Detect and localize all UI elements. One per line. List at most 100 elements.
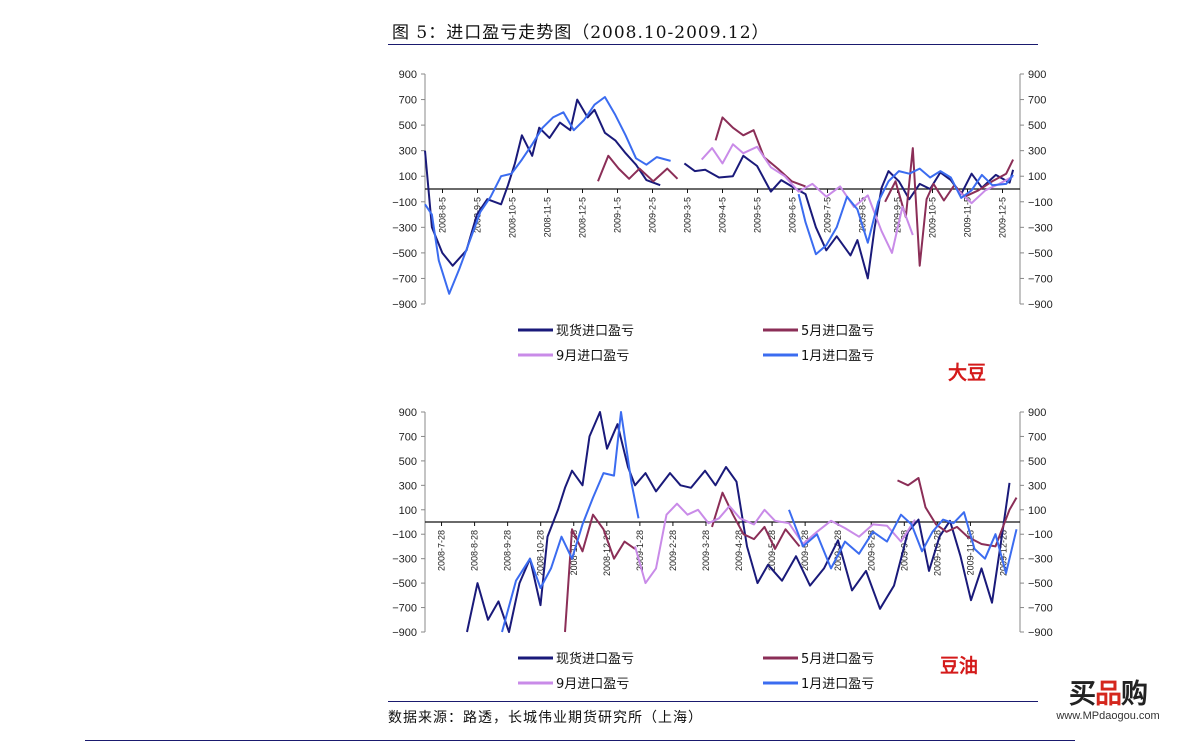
y-tick-label-left: −300 (392, 222, 417, 234)
x-tick-label: 2008-12-28 (602, 530, 612, 576)
x-tick-label: 2009-10-28 (932, 530, 942, 576)
series-line-spot (424, 98, 661, 267)
x-tick-label: 2009-12-28 (998, 530, 1008, 576)
x-tick-label: 2009-4-28 (734, 530, 744, 571)
page-bottom-rule (85, 740, 1075, 741)
x-tick-label: 2009-8-5 (858, 197, 868, 233)
x-tick-label: 2008-8-28 (470, 530, 480, 571)
series-line-may (711, 491, 801, 550)
x-tick-label: 2008-10-28 (536, 530, 546, 576)
y-tick-label-left: 900 (399, 69, 417, 81)
x-tick-label: 2009-3-5 (683, 197, 693, 233)
x-tick-label: 2009-1-5 (613, 197, 623, 233)
y-tick-label-left: −100 (392, 197, 417, 209)
series-line-jan (424, 96, 671, 295)
commodity-label: 豆油 (940, 655, 978, 677)
x-tick-label: 2009-12-5 (998, 197, 1008, 238)
watermark-logo: 买品购 (1069, 679, 1148, 710)
y-tick-label-left: −500 (392, 578, 417, 590)
series-line-sep (700, 143, 914, 254)
legend-label-spot: 现货进口盈亏 (556, 651, 634, 667)
y-tick-label-right: 900 (1028, 407, 1046, 419)
x-tick-label: 2009-2-28 (668, 530, 678, 571)
y-tick-label-left: 900 (399, 407, 417, 419)
y-tick-label-left: 500 (399, 456, 417, 468)
x-tick-label: 2009-5-28 (767, 530, 777, 571)
series-line-may (714, 116, 806, 188)
x-tick-label: 2009-2-5 (648, 197, 658, 233)
x-tick-label: 2009-1-28 (635, 530, 645, 571)
x-tick-label: 2009-7-28 (833, 530, 843, 571)
legend-label-spot: 现货进口盈亏 (556, 323, 634, 339)
x-tick-label: 2009-9-5 (893, 197, 903, 233)
legend-label-jan: 1月进口盈亏 (801, 677, 874, 692)
y-tick-label-left: −900 (392, 627, 417, 639)
y-tick-label-right: −100 (1028, 197, 1053, 209)
y-tick-label-right: −300 (1028, 222, 1053, 234)
legend-label-jan: 1月进口盈亏 (801, 349, 874, 364)
legend-label-may: 5月进口盈亏 (801, 324, 874, 339)
y-tick-label-left: 300 (399, 146, 417, 158)
legend-label-may: 5月进口盈亏 (801, 652, 874, 667)
legend-label-sep: 9月进口盈亏 (556, 349, 629, 364)
source-note: 数据来源：路透，长城伟业期货研究所（上海） (388, 710, 703, 726)
x-tick-label: 2009-7-5 (823, 197, 833, 233)
x-tick-label: 2008-10-5 (508, 197, 518, 238)
y-tick-label-left: 100 (399, 505, 417, 517)
y-tick-label-right: −500 (1028, 578, 1053, 590)
x-tick-label: 2009-4-5 (718, 197, 728, 233)
x-tick-label: 2009-3-28 (701, 530, 711, 571)
y-tick-label-right: 700 (1028, 95, 1046, 107)
y-tick-label-right: 500 (1028, 120, 1046, 132)
y-tick-label-right: 300 (1028, 146, 1046, 158)
y-tick-label-left: −500 (392, 248, 417, 260)
x-tick-label: 2009-11-5 (963, 197, 973, 237)
series-line-jan (797, 167, 1014, 256)
series-line-sep (634, 502, 916, 585)
series-line-may (884, 147, 1014, 267)
y-tick-label-right: −900 (1028, 627, 1053, 639)
x-tick-label: 2008-9-28 (503, 530, 513, 571)
x-tick-label: 2008-12-5 (578, 197, 588, 238)
y-tick-label-right: 900 (1028, 69, 1046, 81)
x-tick-label: 2008-11-5 (543, 197, 553, 237)
series-line-jan (501, 411, 640, 633)
y-tick-label-right: −900 (1028, 299, 1053, 311)
y-tick-label-left: −900 (392, 299, 417, 311)
watermark: 买品购 www.MPdaogou.com (1043, 679, 1173, 723)
y-tick-label-left: −100 (392, 529, 417, 541)
x-tick-label: 2009-9-28 (899, 530, 909, 571)
y-tick-label-left: 700 (399, 95, 417, 107)
x-tick-label: 2009-6-5 (788, 197, 798, 233)
y-tick-label-left: 500 (399, 120, 417, 132)
series-line-may (564, 513, 636, 633)
y-tick-label-right: −700 (1028, 603, 1053, 615)
x-tick-label: 2008-8-5 (438, 197, 448, 233)
x-tick-label: 2009-6-28 (800, 530, 810, 571)
y-tick-label-left: −700 (392, 603, 417, 615)
series-line-sep (957, 175, 1014, 205)
x-tick-label: 2009-10-5 (928, 197, 938, 238)
y-tick-label-right: 100 (1028, 505, 1046, 517)
x-tick-label: 2008-7-28 (437, 530, 447, 571)
x-tick-label: 2009-11-28 (965, 530, 975, 575)
y-tick-label-left: −700 (392, 273, 417, 285)
y-tick-label-left: −300 (392, 554, 417, 566)
series-line-spot (466, 411, 1011, 633)
y-tick-label-right: 700 (1028, 431, 1046, 443)
commodity-label: 大豆 (948, 361, 986, 384)
series-line-may (597, 154, 679, 183)
y-tick-label-left: 100 (399, 171, 417, 183)
title-underline (388, 44, 1038, 45)
y-tick-label-right: −700 (1028, 273, 1053, 285)
x-tick-label: 2009-8-28 (866, 530, 876, 571)
y-tick-label-right: 300 (1028, 480, 1046, 492)
y-tick-label-left: 300 (399, 480, 417, 492)
series-line-jan (788, 509, 1018, 575)
y-tick-label-right: −300 (1028, 554, 1053, 566)
x-tick-label: 2009-5-5 (753, 197, 763, 233)
figure-title: 图 5：进口盈亏走势图（2008.10-2009.12） (392, 23, 770, 43)
y-tick-label-right: 100 (1028, 171, 1046, 183)
y-tick-label-right: −100 (1028, 529, 1053, 541)
soybean-oil-chart: 900 900 700 700 500 500 300 300 100 100 −100 −100 −3… (392, 407, 1053, 692)
